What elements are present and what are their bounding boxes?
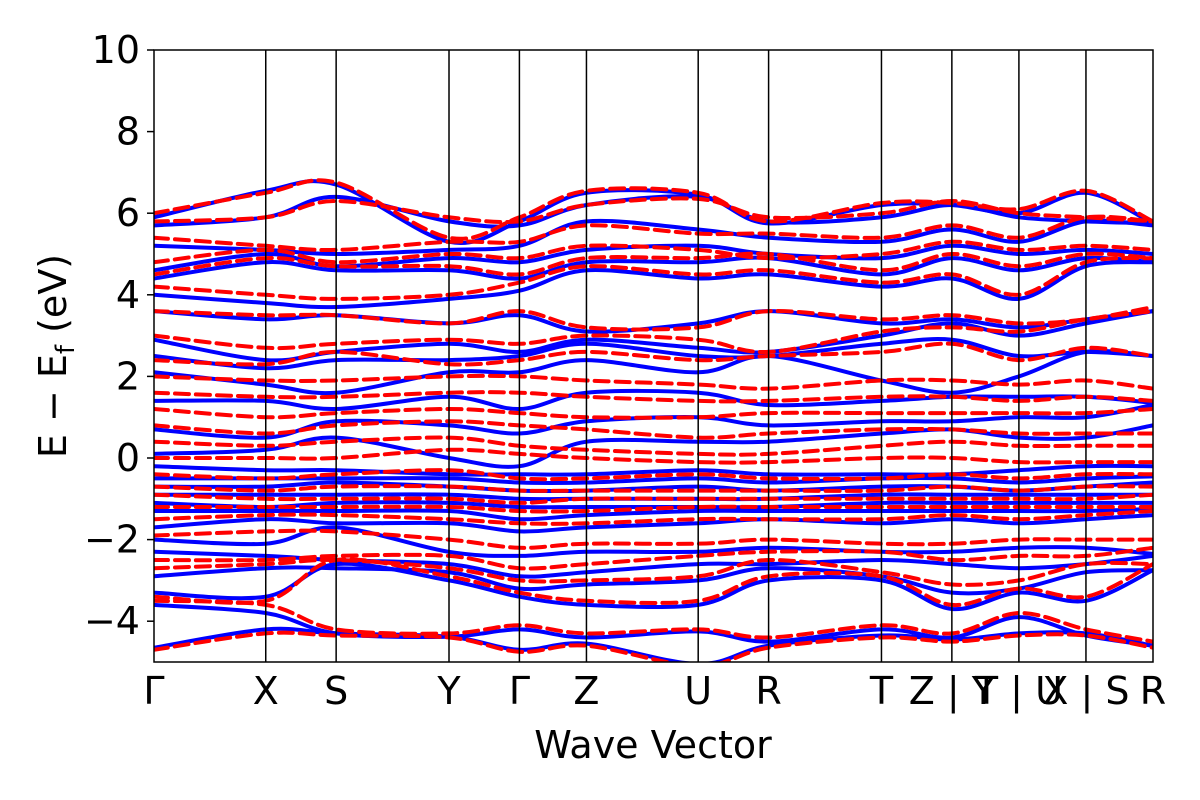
x-tick-label: S	[324, 669, 348, 713]
y-axis-title: E − Ef (eV)	[31, 254, 81, 458]
x-tick-label: X	[253, 669, 279, 713]
x-tick-label: T | U	[974, 669, 1063, 714]
x-tick-label: Γ	[509, 669, 530, 713]
x-tick-label: Z | Y	[909, 669, 996, 714]
y-tick-label: −4	[84, 599, 140, 643]
y-axis-title-main: E − E	[31, 354, 75, 458]
x-tick-label: Z	[573, 669, 599, 713]
y-tick-label: 4	[116, 273, 140, 317]
y-tick-label: 2	[116, 354, 140, 398]
plot-frame	[153, 49, 1154, 663]
band-line	[154, 598, 1153, 644]
band-line	[154, 239, 1153, 265]
y-tick-label: −2	[84, 518, 140, 562]
x-tick-label: Γ	[143, 669, 164, 713]
x-tick-label: Y	[436, 669, 461, 713]
y-axis-title-unit: (eV)	[31, 254, 75, 345]
y-tick-label: 6	[116, 191, 140, 235]
x-tick-label: R	[755, 669, 781, 713]
band-line	[154, 178, 1153, 241]
y-axis: −4 −2 0 2 4 6 8 10	[84, 28, 154, 643]
y-tick-label: 0	[116, 436, 140, 480]
y-tick-label: 10	[92, 28, 140, 72]
y-tick-label: 8	[116, 110, 140, 154]
x-tick-label: U	[684, 669, 712, 713]
band-line	[154, 251, 1153, 277]
symmetry-lines	[264, 50, 1087, 662]
y-axis-title-subscript: f	[51, 344, 81, 354]
x-axis-title: Wave Vector	[534, 723, 772, 767]
x-tick-label: R	[1140, 669, 1166, 713]
band-line	[154, 196, 1153, 225]
band-line	[154, 561, 1153, 612]
x-tick-label: T	[869, 669, 894, 713]
x-tick-label: X | S	[1042, 669, 1129, 714]
